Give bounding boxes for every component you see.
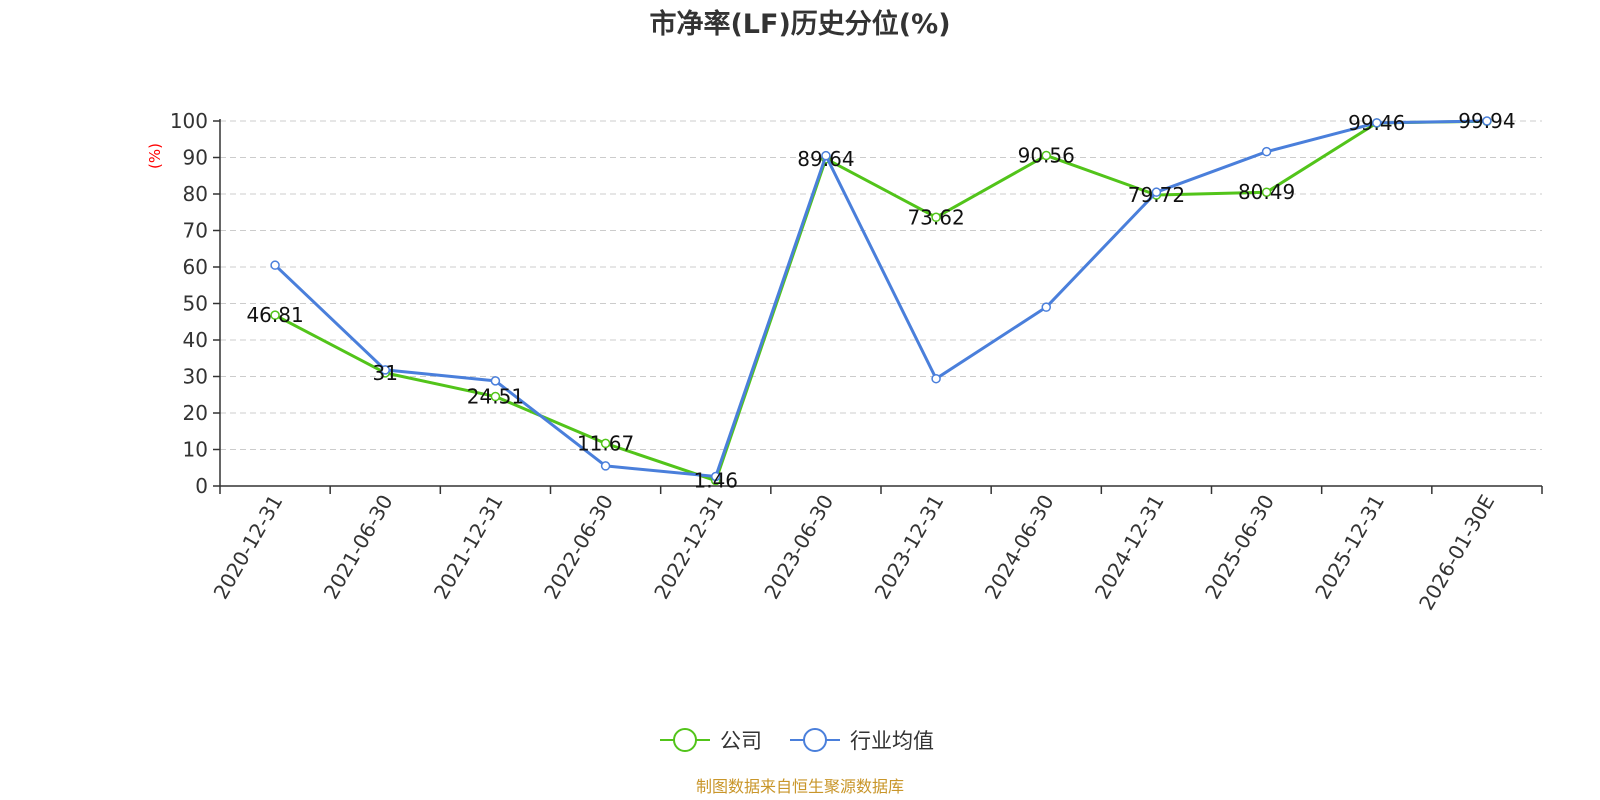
x-tick-label: 2025-06-30: [1200, 491, 1279, 604]
data-label: 89.64: [797, 147, 854, 171]
data-point: [1041, 302, 1051, 312]
x-tick-label: 2021-06-30: [319, 491, 398, 604]
data-point: [270, 260, 280, 270]
data-label: 99.46: [1348, 111, 1405, 135]
data-point: [931, 373, 941, 384]
x-tick-label: 2021-12-31: [429, 490, 508, 603]
data-point: [270, 310, 280, 320]
data-point: [1261, 187, 1272, 197]
x-tick-label: 2024-12-31: [1090, 491, 1169, 604]
y-tick-label: 0: [195, 474, 208, 498]
y-tick-label: 40: [183, 328, 208, 352]
data-label: 99.94: [1458, 109, 1515, 133]
y-tick-label: 100: [170, 109, 208, 133]
data-point: [711, 471, 721, 482]
data-label: 1.46: [693, 469, 738, 493]
source-note: 制图数据来自恒生聚源数据库: [696, 777, 904, 796]
chart-title: 市净率(LF)历史分位(%): [649, 8, 950, 40]
data-point: [1372, 118, 1382, 128]
legend-label: 行业均值: [850, 729, 934, 753]
x-tick-label: 2022-06-30: [539, 491, 618, 604]
legend-marker: [803, 728, 827, 752]
data-point: [600, 461, 611, 471]
legend-marker: [673, 728, 697, 752]
y-tick-label: 20: [183, 401, 208, 425]
data-label: 80.49: [1238, 180, 1295, 204]
x-tick-label: 2023-06-30: [759, 491, 838, 604]
data-point: [1261, 146, 1272, 157]
data-label: 24.51: [467, 385, 524, 409]
series-line-1: [274, 119, 1487, 479]
y-tick-label: 70: [183, 219, 208, 243]
grid-lines: [220, 120, 1542, 450]
data-label: 73.62: [907, 205, 964, 229]
data-point: [490, 391, 501, 402]
y-tick-label: 50: [183, 292, 208, 316]
data-label: 79.72: [1128, 183, 1185, 207]
data-label: 11.67: [577, 431, 634, 455]
data-point: [931, 212, 941, 223]
series-lines: [270, 116, 1492, 486]
data-label: 31: [373, 361, 398, 385]
data-point: [380, 365, 390, 375]
legend: 公司 行业均值: [660, 728, 934, 753]
legend-label: 公司: [720, 729, 762, 753]
data-point: [1482, 116, 1492, 126]
y-tick-label: 30: [183, 365, 208, 389]
x-tick-label: 2024-06-30: [980, 491, 1059, 604]
data-point: [1151, 187, 1162, 197]
series-line-0: [274, 119, 1487, 483]
data-label: 90.56: [1018, 143, 1075, 167]
x-tick-label: 2025-12-31: [1310, 491, 1389, 604]
data-point: [1041, 150, 1051, 161]
y-tick-label: 90: [183, 146, 208, 170]
y-tick-label: 10: [183, 438, 208, 462]
data-labels: 46.81 31 24.51 11.67 1.46 89.64 73.62 90.56 79.7…: [246, 109, 1515, 492]
x-tick-label: 2023-12-31: [870, 490, 949, 603]
data-label: 46.81: [246, 303, 303, 327]
data-point: [600, 438, 611, 449]
y-axis-label: (%): [146, 143, 164, 169]
data-point: [821, 150, 831, 161]
x-tick-label: 2026-01-30E: [1414, 491, 1499, 615]
data-point: [490, 376, 501, 386]
y-tick-label: 60: [183, 255, 208, 279]
y-tick-label: 80: [183, 182, 208, 206]
x-tick-label: 2020-12-31: [209, 491, 288, 604]
x-tick-label: 2022-12-31: [649, 491, 728, 604]
